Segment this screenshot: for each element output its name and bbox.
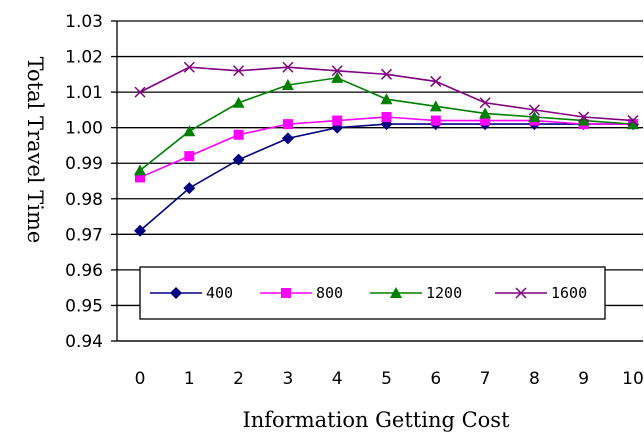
data-point-1200 (380, 93, 393, 105)
x-marker-stroke (515, 287, 527, 299)
x-tick-label: 5 (381, 369, 392, 389)
x-marker-stroke (479, 97, 491, 109)
x-tick-label: 10 (622, 369, 644, 389)
data-point-400 (183, 182, 196, 195)
data-point-400 (281, 132, 294, 145)
data-point-1600 (282, 61, 294, 73)
data-point-1200 (183, 125, 196, 137)
series-1200 (134, 71, 639, 176)
y-tick-label: 1.03 (65, 12, 103, 32)
data-point-800 (282, 119, 293, 130)
data-point-800 (480, 115, 491, 126)
data-point-1200 (281, 79, 294, 90)
data-point-1600 (479, 97, 491, 109)
data-point-1600 (627, 115, 639, 127)
x-tick-label: 4 (332, 369, 343, 389)
series-400 (134, 118, 639, 237)
x-marker-stroke (430, 75, 442, 87)
data-point-1600 (183, 61, 195, 73)
x-marker-stroke (331, 65, 343, 77)
x-tick-label: 2 (233, 369, 244, 389)
legend-label-800: 800 (316, 284, 343, 302)
x-tick-label: 0 (135, 369, 146, 389)
y-tick-label: 0.94 (65, 332, 103, 352)
legend: 400 800 1200 1600 (139, 266, 606, 320)
data-point-1600 (380, 68, 393, 80)
y-axis-title: Total Travel Time (23, 57, 47, 244)
x-marker-stroke (627, 115, 639, 127)
data-point-800 (233, 129, 244, 140)
legend-label-400: 400 (206, 284, 233, 302)
legend-marker-400 (170, 287, 182, 299)
data-point-1600 (578, 111, 590, 123)
data-point-1600 (331, 65, 343, 77)
data-point-800 (381, 112, 392, 122)
data-point-800 (332, 115, 343, 126)
x-marker-stroke (282, 61, 294, 73)
data-point-1200 (429, 100, 442, 112)
data-point-400 (232, 153, 245, 166)
y-tick-label: 1.00 (65, 119, 103, 139)
y-tick-label: 0.95 (65, 296, 103, 316)
legend-label-1600: 1600 (551, 284, 587, 302)
data-point-1200 (232, 96, 245, 108)
x-tick-label: 7 (480, 369, 491, 389)
x-marker-stroke (183, 61, 195, 73)
legend-marker-1200 (390, 287, 402, 298)
series-line-400 (139, 123, 633, 232)
x-tick-label: 8 (529, 369, 540, 389)
plot-area: 1.03 1.02 1.01 1.00 0.99 0.98 0.97 0.96 0.95 0.94… (65, 12, 644, 389)
y-tick-label: 1.02 (65, 48, 103, 68)
data-point-1200 (577, 114, 590, 126)
x-marker-stroke (578, 111, 590, 123)
data-point-1600 (528, 104, 540, 116)
x-tick-label: 1 (184, 369, 195, 389)
data-point-400 (134, 224, 146, 237)
legend-label-1200: 1200 (426, 284, 462, 302)
legend-marker-1600 (515, 287, 527, 299)
y-tick-label: 1.01 (65, 83, 103, 103)
data-point-800 (135, 172, 145, 183)
x-axis-title: Information Getting Cost (242, 408, 510, 432)
data-point-1600 (134, 86, 146, 98)
x-marker-stroke (134, 86, 146, 98)
x-tick-label: 6 (430, 369, 441, 389)
data-point-1200 (134, 164, 146, 176)
legend-marker-800 (281, 288, 291, 298)
data-point-1200 (528, 111, 541, 122)
data-point-1200 (331, 71, 344, 83)
x-tick-label: 3 (282, 369, 293, 389)
y-tick-label: 0.99 (65, 154, 103, 174)
data-point-1600 (430, 75, 442, 87)
x-marker-stroke (380, 68, 393, 80)
x-marker-stroke (233, 65, 245, 77)
y-tick-label: 0.98 (65, 190, 103, 210)
data-point-800 (430, 115, 441, 126)
x-tick-label: 9 (578, 369, 589, 389)
data-point-800 (184, 151, 195, 162)
y-tick-label: 0.96 (65, 261, 103, 281)
y-tick-label: 0.97 (65, 225, 103, 245)
series-1600 (134, 61, 639, 127)
data-point-1200 (479, 107, 492, 119)
data-point-1600 (233, 65, 245, 77)
data-point-1200 (627, 118, 639, 130)
x-marker-stroke (528, 104, 540, 116)
